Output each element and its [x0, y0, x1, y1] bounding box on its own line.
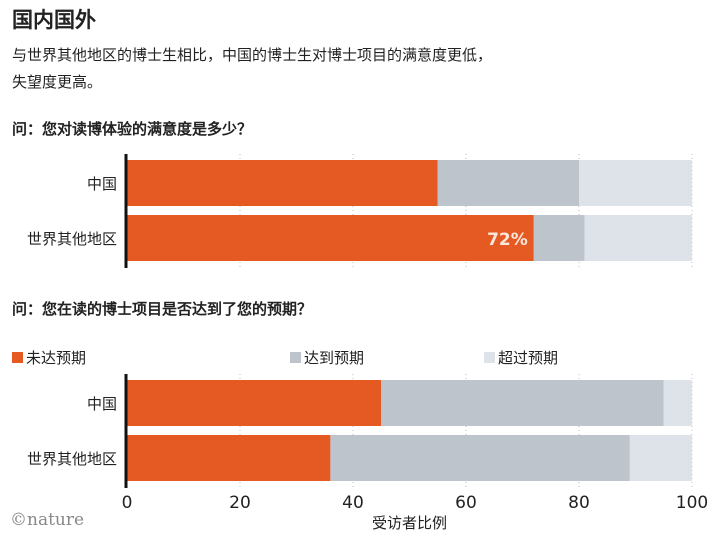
- category-label: 世界其他地区: [27, 230, 117, 248]
- legend-label: 超过预期: [498, 349, 559, 367]
- legend-label: 未达预期: [26, 349, 87, 367]
- legend-swatch: [12, 352, 23, 363]
- subtitle-line-2: 失望度更高。: [12, 73, 103, 91]
- x-tick-label: 60: [455, 493, 477, 513]
- bar-segment: [127, 435, 331, 481]
- category-label: 中国: [87, 395, 117, 413]
- bar-segment: [127, 380, 382, 426]
- bar-segment: [437, 160, 579, 206]
- page-title: 国内国外: [12, 8, 96, 32]
- legend-met: 达到预期: [290, 347, 364, 368]
- chart1-title: 问：您对读博体验的满意度是多少？: [12, 120, 253, 138]
- category-label: 中国: [87, 175, 117, 193]
- bar-segment: [330, 435, 630, 481]
- bar-segment: [533, 215, 585, 261]
- chart2-title: 问：您在读的博士项目是否达到了您的预期？: [12, 300, 313, 318]
- nature-logo: ©nature: [10, 510, 85, 530]
- x-axis-label: 受访者比例: [372, 514, 447, 532]
- x-tick-label: 80: [568, 493, 590, 513]
- legend-unmet: 未达预期: [12, 347, 86, 368]
- x-tick-label: 40: [342, 493, 364, 513]
- x-tick-label: 20: [229, 493, 251, 513]
- x-tick-label: 100: [676, 493, 708, 513]
- bar-segment: [381, 380, 664, 426]
- legend-swatch: [484, 352, 495, 363]
- category-label: 世界其他地区: [27, 450, 117, 468]
- bar-segment: [584, 215, 692, 261]
- x-tick-label: 0: [122, 493, 133, 513]
- bar-segment: [579, 160, 692, 206]
- subtitle-line-1: 与世界其他地区的博士生相比，中国的博士生对博士项目的满意度更低，: [12, 46, 493, 64]
- bar-segment: [127, 160, 438, 206]
- bar-segment: [127, 215, 534, 261]
- bar-segment: [663, 380, 692, 426]
- legend-swatch: [290, 352, 301, 363]
- legend-exceeded: 超过预期: [484, 347, 558, 368]
- legend-label: 达到预期: [304, 349, 365, 367]
- data-label: 72%: [487, 230, 528, 250]
- bar-segment: [629, 435, 692, 481]
